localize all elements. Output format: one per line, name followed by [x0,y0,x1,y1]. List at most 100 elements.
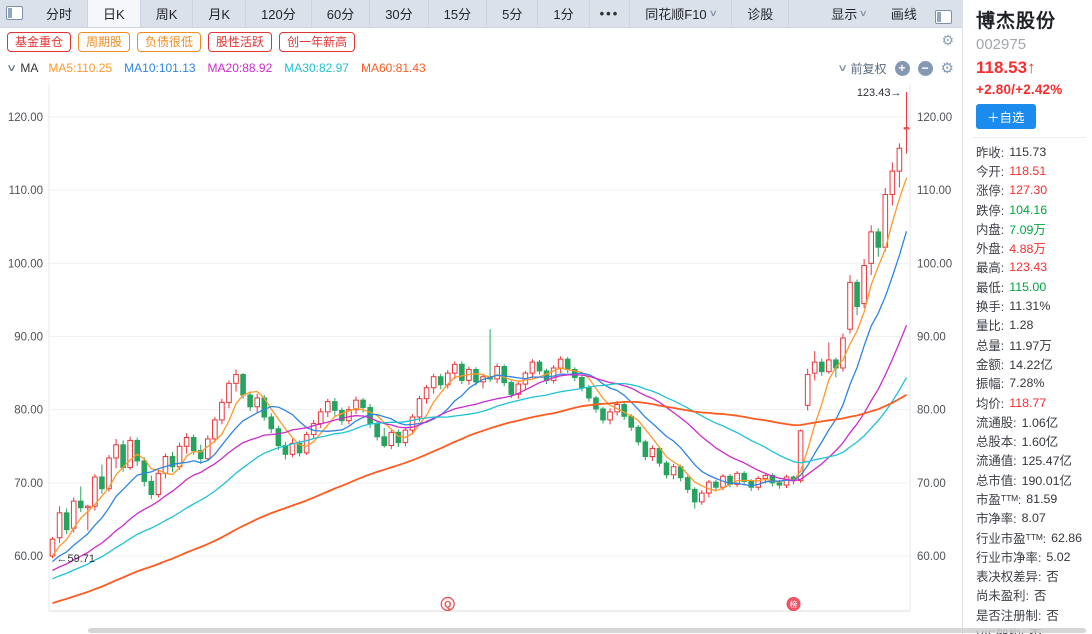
candle-body[interactable] [903,127,910,130]
stock-tag-chip[interactable]: 创一年新高 [279,31,356,52]
candle-body[interactable] [854,281,860,308]
candle-body[interactable] [324,401,331,413]
candle-body[interactable] [741,472,747,482]
candle-body[interactable] [734,472,740,485]
candle-body[interactable] [896,147,903,172]
candle-body[interactable] [579,376,585,389]
candle-body[interactable] [92,476,98,507]
candle-body[interactable] [339,409,345,422]
candle-body[interactable] [134,439,141,462]
tab-15分[interactable]: 15分 [429,0,488,27]
tab-分时[interactable]: 分时 [31,0,89,27]
candlestick-chart[interactable]: 120.00 120.00 110.00 110.00 100.00 100.00 90.0… [0,84,962,630]
candle-body[interactable] [317,411,324,425]
candle-body[interactable] [190,436,197,452]
candle-body[interactable] [642,441,649,458]
add-watchlist-button[interactable]: ＋自选 [976,104,1036,129]
candle-body[interactable] [628,415,635,428]
candle-body[interactable] [77,500,84,509]
horizontal-scrollbar[interactable] [88,628,1086,633]
candle-body[interactable] [183,436,190,447]
candle-body[interactable] [226,382,232,403]
diagnose-button[interactable]: 诊股 [732,0,790,27]
candle-body[interactable] [49,538,56,557]
candle-body[interactable] [755,477,762,488]
candle-body[interactable] [353,399,359,411]
panel-layout-icon-right[interactable] [934,10,952,24]
candle-body[interactable] [663,462,670,476]
f10-button[interactable]: 同花顺F10 ∨ [630,0,733,27]
candle-body[interactable] [155,472,162,496]
candle-body[interactable] [656,447,663,464]
candle-body[interactable] [797,430,804,482]
candle-body[interactable] [670,466,677,476]
candle-body[interactable] [889,170,896,196]
stock-tag-chip[interactable]: 股性活跃 [208,31,273,52]
display-menu-button[interactable]: 显示 ∨ [831,7,869,22]
candle-body[interactable] [437,376,444,386]
candle-body[interactable] [557,358,564,369]
candle-body[interactable] [607,411,613,421]
candle-body[interactable] [550,367,557,381]
more-periods-button[interactable]: ••• [590,0,631,27]
tab-60分[interactable]: 60分 [312,0,371,27]
draw-line-button[interactable]: 画线 [890,7,917,22]
candle-body[interactable] [233,374,239,384]
candle-body[interactable] [332,401,338,411]
tab-月K[interactable]: 月K [193,0,247,27]
candle-body[interactable] [56,512,63,539]
candle-body[interactable] [113,444,119,459]
candle-body[interactable] [564,358,571,370]
zoom-out-button[interactable]: − [917,60,933,76]
candle-body[interactable] [868,231,874,264]
candle-body[interactable] [416,398,423,418]
event-marker-icon[interactable] [786,597,801,611]
candle-body[interactable] [529,361,536,374]
candle-body[interactable] [63,512,70,531]
candle-body[interactable] [875,231,882,248]
candle-body[interactable] [713,481,719,488]
candle-body[interactable] [840,337,846,369]
candle-body[interactable] [536,361,543,372]
candle-body[interactable] [409,416,416,431]
candle-body[interactable] [141,460,148,482]
candle-body[interactable] [169,456,176,468]
gear-icon[interactable]: ⚙ [941,32,954,48]
candle-body[interactable] [430,376,437,389]
candle-body[interactable] [99,476,105,490]
candle-body[interactable] [811,361,818,374]
candle-body[interactable] [684,477,691,490]
tab-5分[interactable]: 5分 [487,0,539,27]
candle-body[interactable] [861,265,867,305]
candle-body[interactable] [106,457,112,490]
candle-body[interactable] [776,482,783,486]
zoom-in-button[interactable]: + [894,60,910,76]
candle-body[interactable] [882,194,889,248]
candle-body[interactable] [303,434,310,454]
candle-body[interactable] [691,488,698,503]
candle-body[interactable] [818,361,825,373]
tab-周K[interactable]: 周K [141,0,194,27]
candle-body[interactable] [240,374,246,396]
candle-body[interactable] [804,374,811,406]
candle-body[interactable] [197,450,204,460]
candle-body[interactable] [451,363,458,374]
candle-body[interactable] [473,368,479,383]
tab-30分[interactable]: 30分 [370,0,429,27]
chart-canvas[interactable]: 120.00 120.00 110.00 110.00 100.00 100.00 90.0… [0,84,962,630]
candle-body[interactable] [268,416,275,430]
candle-body[interactable] [120,444,126,468]
candle-body[interactable] [254,397,260,408]
candle-body[interactable] [459,363,465,381]
candle-body[interactable] [204,438,211,460]
stock-tag-chip[interactable]: 周期股 [78,31,131,52]
candle-body[interactable] [395,431,402,444]
candle-body[interactable] [600,408,606,421]
stock-tag-chip[interactable]: 基金重仓 [7,31,72,52]
candle-body[interactable] [374,423,380,438]
event-marker-icon[interactable] [440,596,455,612]
candle-body[interactable] [508,382,515,395]
candle-body[interactable] [162,456,169,474]
candle-body[interactable] [515,383,522,395]
candle-body[interactable] [423,387,430,400]
